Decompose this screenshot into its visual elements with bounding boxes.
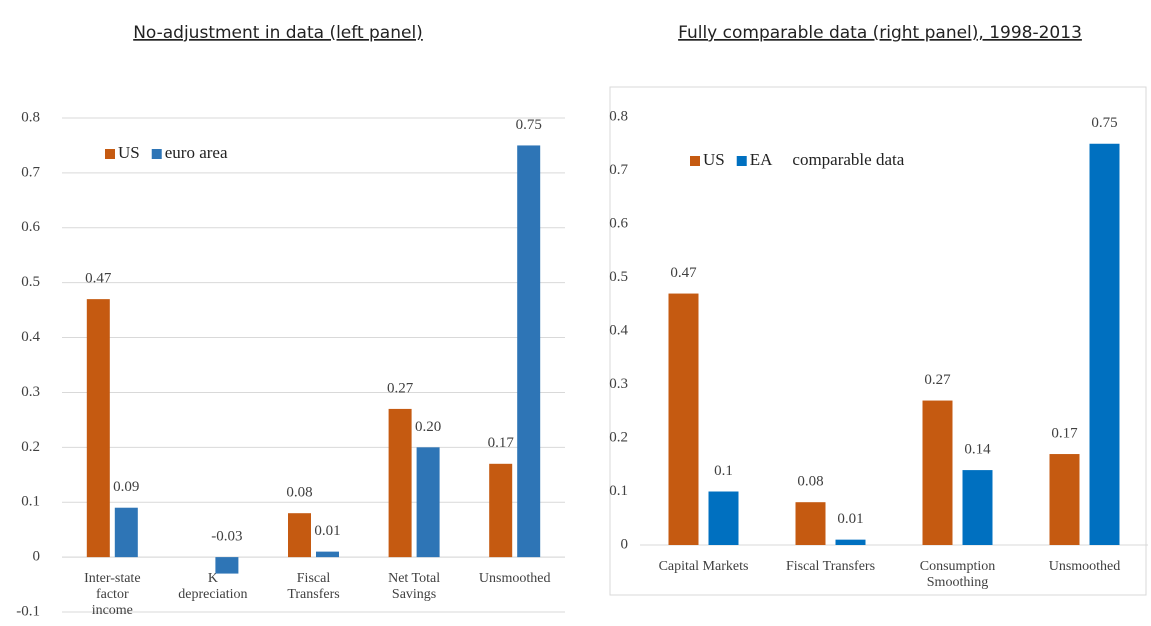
legend-label: EA — [750, 150, 773, 169]
y-tick-label: 0.4 — [609, 322, 628, 338]
legend-label: US — [118, 143, 140, 162]
y-tick-label: 0.8 — [609, 108, 628, 124]
data-label: 0.47 — [670, 265, 697, 281]
y-tick-label: 0.5 — [609, 269, 628, 285]
data-label: 0.75 — [1091, 115, 1117, 131]
y-tick-label: 0.8 — [21, 109, 40, 125]
chart-title: No-adjustment in data (left panel) — [133, 23, 423, 43]
data-label: 0.75 — [516, 117, 542, 133]
y-tick-label: 0.3 — [609, 376, 628, 392]
bar — [708, 491, 739, 545]
bar — [1089, 143, 1120, 545]
bar — [114, 507, 138, 558]
data-label: 0.1 — [714, 463, 733, 479]
x-tick-label: Capital Markets — [659, 559, 749, 574]
data-label: 0.08 — [797, 474, 823, 490]
legend-swatch — [151, 149, 162, 159]
x-tick-label: Net Total Savings — [388, 571, 440, 602]
bar — [86, 299, 110, 558]
plot-frame — [609, 86, 1147, 596]
bar — [835, 539, 866, 545]
y-tick-label: 0.6 — [21, 219, 40, 235]
bar — [416, 447, 440, 558]
x-tick-label: Fiscal Transfers — [786, 559, 875, 574]
x-tick-label: Fiscal Transfers — [287, 571, 339, 602]
data-label: 0.09 — [113, 479, 139, 495]
bar — [388, 408, 412, 558]
y-tick-label: 0.7 — [21, 164, 40, 180]
bar — [215, 557, 239, 574]
y-tick-label: -0.1 — [16, 603, 40, 619]
annotation: comparable data — [792, 150, 904, 169]
data-label: -0.03 — [211, 529, 242, 545]
y-tick-label: 0.1 — [21, 494, 40, 510]
bar — [922, 400, 953, 545]
data-label: 0.27 — [924, 372, 951, 388]
x-tick-label: Inter-state factor income — [84, 571, 140, 618]
y-tick-label: 0.4 — [21, 329, 40, 345]
chart-title: Fully comparable data (right panel), 199… — [678, 23, 1082, 43]
bar — [668, 293, 699, 545]
y-tick-label: 0.5 — [21, 274, 40, 290]
legend-swatch — [105, 149, 115, 159]
data-label: 0.47 — [85, 271, 112, 287]
legend-swatch — [690, 156, 700, 166]
data-label: 0.17 — [488, 435, 515, 451]
bar — [288, 513, 311, 558]
y-tick-label: 0.2 — [21, 439, 40, 455]
bar — [517, 145, 541, 558]
bar — [316, 551, 339, 558]
y-tick-label: 0.7 — [609, 162, 628, 178]
bar — [1049, 454, 1080, 545]
data-label: 0.20 — [415, 419, 441, 435]
y-tick-label: 0 — [33, 549, 41, 565]
data-label: 0.17 — [1051, 425, 1078, 441]
bar — [795, 502, 826, 545]
data-label: 0.08 — [286, 485, 312, 501]
y-tick-label: 0.6 — [609, 215, 628, 231]
data-label: 0.14 — [964, 442, 991, 458]
x-tick-label: Unsmoothed — [1049, 559, 1121, 574]
legend-label: US — [703, 150, 725, 169]
data-label: 0.27 — [387, 380, 414, 396]
bar — [489, 463, 513, 558]
data-label: 0.01 — [314, 523, 340, 539]
legend-swatch — [736, 156, 747, 166]
y-tick-label: 0.3 — [21, 384, 40, 400]
y-tick-label: 0.2 — [609, 429, 628, 445]
legend-label: euro area — [165, 143, 228, 162]
y-tick-label: 0.1 — [609, 483, 628, 499]
y-tick-label: 0 — [621, 536, 629, 552]
x-tick-label: Unsmoothed — [479, 571, 551, 586]
bar — [962, 470, 993, 545]
x-tick-label: Consumption Smoothing — [920, 559, 995, 590]
data-label: 0.01 — [837, 511, 863, 527]
